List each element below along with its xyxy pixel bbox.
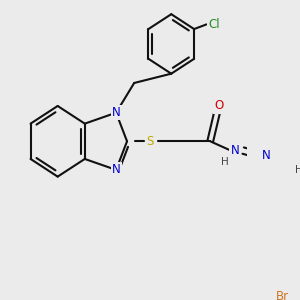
Text: N: N bbox=[112, 106, 121, 119]
Text: S: S bbox=[146, 135, 154, 148]
Text: O: O bbox=[215, 100, 224, 112]
Text: H: H bbox=[221, 157, 229, 167]
Text: H: H bbox=[295, 165, 300, 175]
Text: N: N bbox=[262, 149, 271, 162]
Text: N: N bbox=[231, 144, 239, 157]
Text: Cl: Cl bbox=[208, 18, 220, 31]
Text: N: N bbox=[112, 164, 121, 176]
Text: Br: Br bbox=[276, 290, 289, 300]
